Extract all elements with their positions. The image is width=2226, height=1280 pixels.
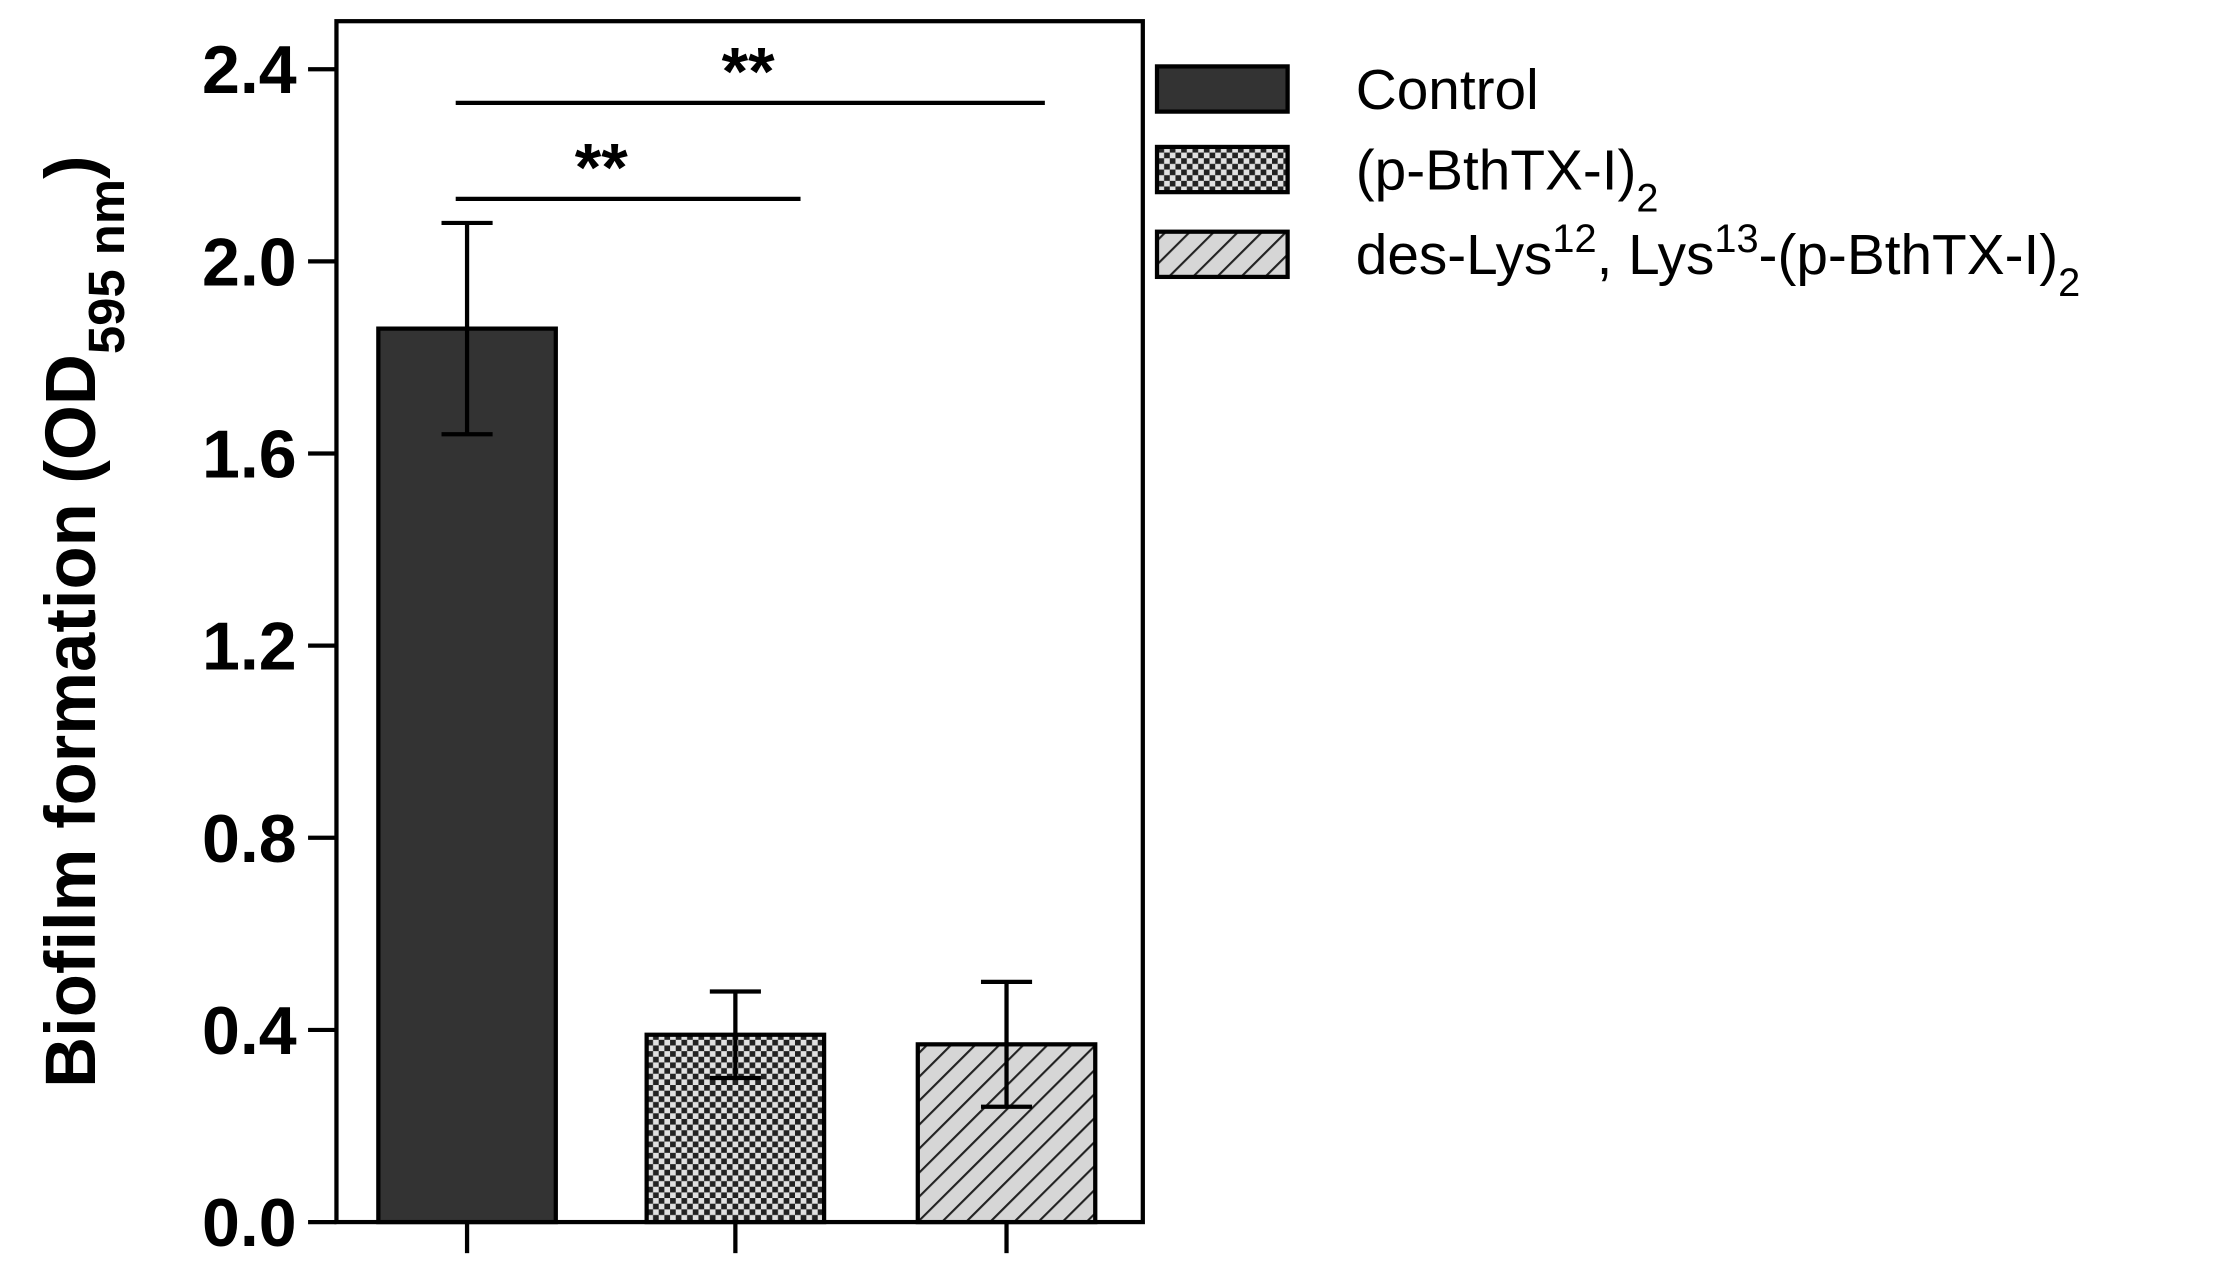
y-axis-label: Biofilm formation (OD595 nm) — [32, 155, 135, 1087]
text-part: -(p-BthTX-I) — [1759, 224, 2059, 287]
legend-label: Control — [1356, 59, 1539, 122]
y-tick-label: 0.4 — [202, 993, 297, 1069]
y-tick-label: 2.0 — [202, 225, 297, 301]
text-part: ) — [32, 155, 111, 179]
text-part: des-Lys — [1356, 224, 1553, 287]
legend-label: des-Lys12, Lys13-(p-BthTX-I)2 — [1356, 217, 2080, 305]
legend-label: (p-BthTX-I)2 — [1356, 139, 1659, 220]
legend-swatch — [1154, 64, 1290, 114]
legend-swatch — [1154, 229, 1290, 280]
text-part: 2 — [2058, 261, 2080, 305]
text-part: 13 — [1714, 217, 1758, 261]
bar — [376, 326, 558, 1225]
error-bar — [441, 220, 493, 437]
text-part: 595 nm — [78, 179, 135, 354]
y-tick-label: 0.8 — [202, 801, 297, 877]
error-bar — [709, 989, 761, 1081]
text-part: Biofilm formation (OD — [32, 354, 111, 1088]
text-part: , Lys — [1597, 224, 1715, 287]
text-part: 12 — [1552, 217, 1596, 261]
legend-swatch — [1154, 144, 1290, 195]
y-tick-label: 2.4 — [202, 32, 297, 108]
text-part: 2 — [1636, 176, 1658, 220]
error-bar — [980, 979, 1033, 1109]
text-part: Control — [1356, 59, 1539, 122]
text-part: (p-BthTX-I) — [1356, 139, 1637, 202]
significance-label: ** — [575, 130, 629, 206]
y-tick-label: 1.2 — [202, 609, 297, 685]
y-tick-label: 0.0 — [202, 1185, 297, 1261]
y-tick-label: 1.6 — [202, 417, 297, 493]
significance-label: ** — [722, 34, 776, 110]
